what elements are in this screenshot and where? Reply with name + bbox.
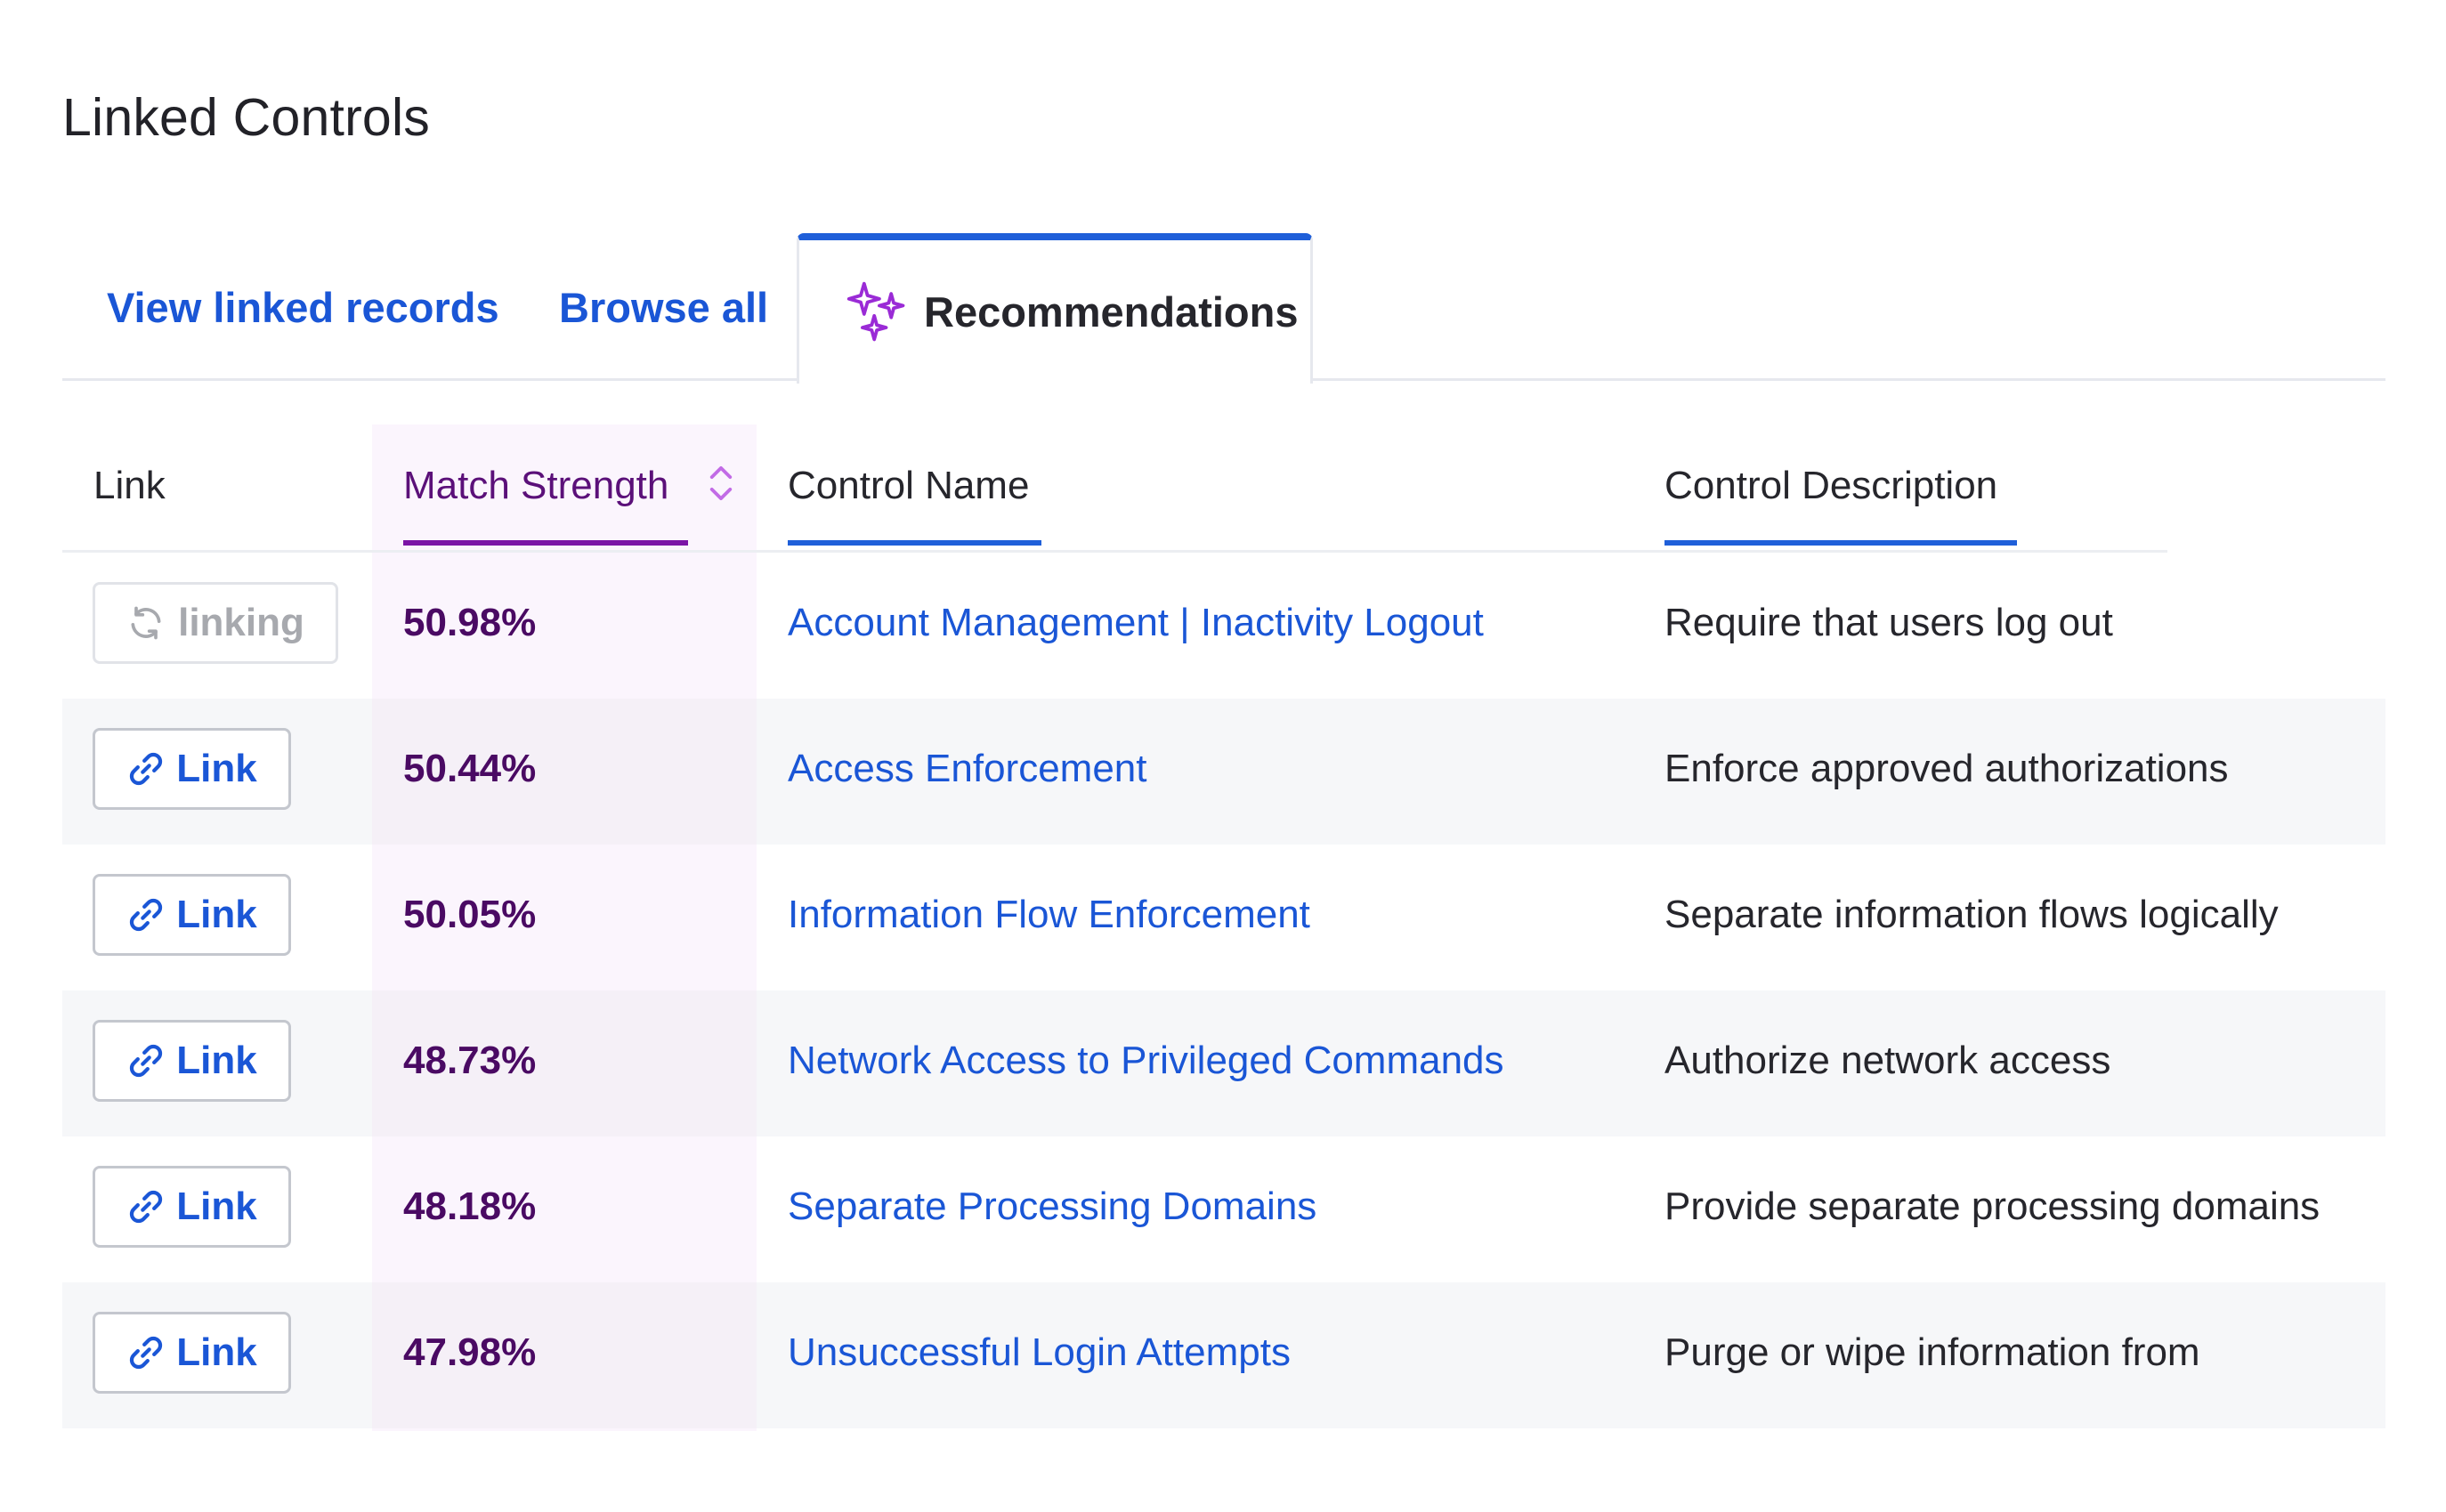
link-icon	[130, 898, 163, 932]
header-link: Link	[93, 464, 166, 507]
table-row: Link 50.05% Information Flow Enforcement…	[62, 845, 2385, 990]
match-strength-value: 48.73%	[403, 1039, 537, 1082]
tab-recommendations[interactable]: Recommendations	[797, 233, 1313, 384]
link-icon	[130, 1190, 163, 1224]
link-label: Link	[176, 747, 257, 790]
link-label: Link	[176, 1330, 257, 1374]
header-divider	[62, 550, 2167, 553]
table-row: Link 48.73% Network Access to Privileged…	[62, 990, 2385, 1136]
link-label: Link	[176, 893, 257, 936]
match-column-highlight	[372, 424, 757, 1431]
tab-view-linked-records[interactable]: View linked records	[107, 283, 499, 331]
table-row: Link 48.18% Separate Processing Domains …	[62, 1136, 2385, 1282]
refresh-icon	[131, 606, 161, 640]
control-description: Purge or wipe information from	[1664, 1330, 2200, 1374]
header-match-strength[interactable]: Match Strength	[403, 464, 669, 507]
link-icon	[130, 752, 163, 786]
control-description: Enforce approved authorizations	[1664, 747, 2229, 790]
table-row: Link 50.44% Access Enforcement Enforce a…	[62, 699, 2385, 845]
match-strength-value: 47.98%	[403, 1330, 537, 1374]
header-control-name[interactable]: Control Name	[788, 464, 1030, 507]
sparkle-icon	[846, 281, 905, 341]
tab-bar: View linked records Browse all Recommend…	[62, 233, 2385, 384]
page-title: Linked Controls	[62, 88, 430, 147]
control-name-link[interactable]: Separate Processing Domains	[788, 1185, 1317, 1228]
control-description: Require that users log out	[1664, 601, 2113, 644]
match-cell	[372, 1282, 757, 1428]
match-header-underline	[403, 540, 688, 546]
link-icon	[130, 1044, 163, 1078]
control-name-link[interactable]: Unsuccessful Login Attempts	[788, 1330, 1291, 1374]
link-button[interactable]: Link	[93, 874, 291, 956]
link-button[interactable]: Link	[93, 1312, 291, 1394]
control-description-header-underline	[1664, 540, 2017, 546]
tab-browse-all[interactable]: Browse all	[559, 283, 769, 331]
control-name-link[interactable]: Network Access to Privileged Commands	[788, 1039, 1504, 1082]
table-row: linking 50.98% Account Management | Inac…	[62, 553, 2385, 699]
recommendations-table: Link Match Strength Control Name Control…	[62, 424, 2385, 1431]
match-strength-value: 50.98%	[403, 601, 537, 644]
link-button[interactable]: Link	[93, 1020, 291, 1102]
link-button[interactable]: Link	[93, 728, 291, 810]
match-cell	[372, 990, 757, 1136]
match-strength-value: 50.05%	[403, 893, 537, 936]
header-control-description[interactable]: Control Description	[1664, 464, 1998, 507]
control-description: Separate information flows logically	[1664, 893, 2279, 936]
linking-label: linking	[178, 601, 304, 644]
control-name-link[interactable]: Account Management | Inactivity Logout	[788, 601, 1484, 644]
table-row: Link 47.98% Unsuccessful Login Attempts …	[62, 1282, 2385, 1428]
control-name-link[interactable]: Access Enforcement	[788, 747, 1147, 790]
match-cell	[372, 699, 757, 845]
link-icon	[130, 1336, 163, 1370]
sort-icon[interactable]	[705, 462, 737, 505]
link-button[interactable]: Link	[93, 1166, 291, 1248]
tab-recommendations-label: Recommendations	[924, 288, 1299, 336]
control-name-header-underline	[788, 540, 1041, 546]
control-description: Provide separate processing domains	[1664, 1185, 2320, 1228]
match-strength-value: 50.44%	[403, 747, 537, 790]
match-strength-value: 48.18%	[403, 1185, 537, 1228]
link-label: Link	[176, 1039, 257, 1082]
link-label: Link	[176, 1185, 257, 1228]
control-name-link[interactable]: Information Flow Enforcement	[788, 893, 1310, 936]
table-header: Link Match Strength Control Name Control…	[62, 424, 2385, 553]
control-description: Authorize network access	[1664, 1039, 2111, 1082]
linking-button: linking	[93, 582, 338, 664]
